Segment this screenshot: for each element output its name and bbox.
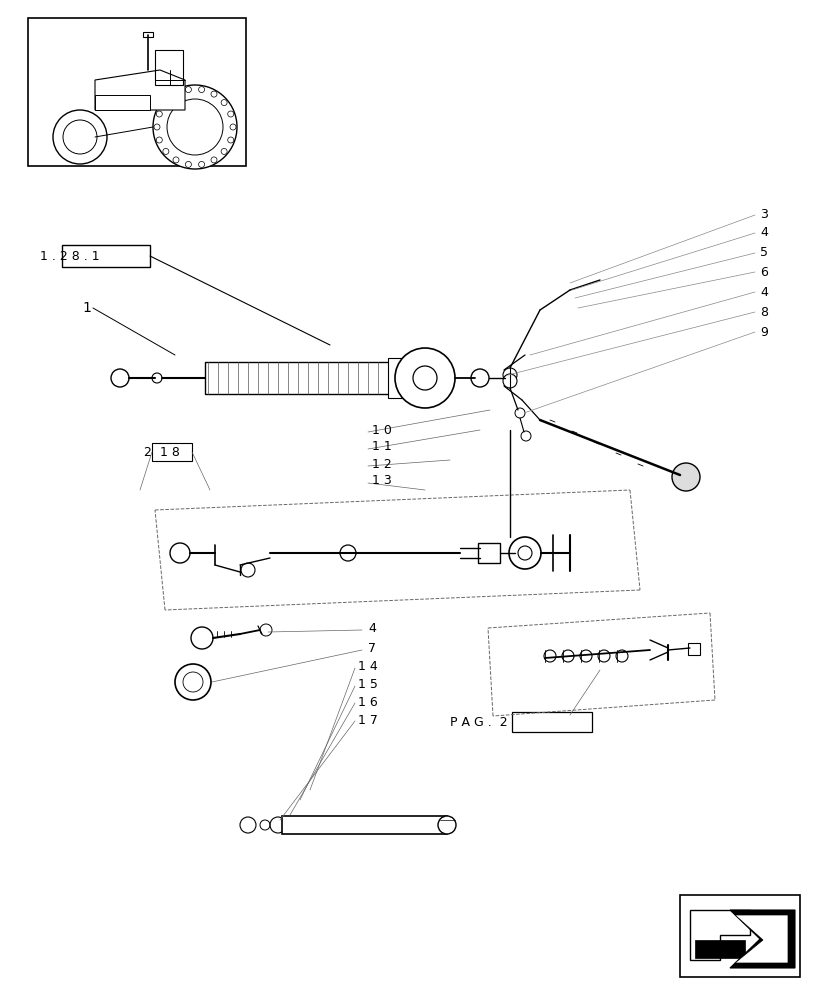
Bar [205,362,390,394]
Bar [155,50,183,85]
Circle shape [211,91,217,97]
Polygon shape [689,910,749,960]
Circle shape [562,650,573,662]
Circle shape [111,369,129,387]
Circle shape [518,546,532,560]
Text: 1 6: 1 6 [357,696,377,710]
Circle shape [221,100,227,106]
Circle shape [509,537,540,569]
Polygon shape [729,910,794,968]
Text: 1: 1 [82,301,91,315]
Circle shape [437,816,456,834]
Polygon shape [95,70,184,110]
Circle shape [471,369,489,387]
Circle shape [502,374,516,388]
Text: 1 8: 1 8 [160,446,179,460]
Circle shape [260,820,270,830]
Bar [95,95,150,110]
Circle shape [185,87,191,93]
Circle shape [394,348,455,408]
Bar [143,32,153,37]
Text: 2: 2 [143,446,151,460]
Circle shape [340,545,356,561]
Circle shape [53,110,107,164]
Text: 8: 8 [759,306,767,318]
Circle shape [173,157,179,163]
Text: 1 0: 1 0 [371,424,391,436]
Circle shape [227,111,233,117]
Text: P A G .  2: P A G . 2 [449,716,507,730]
Text: 4: 4 [367,621,375,635]
Bar [679,895,799,977]
Polygon shape [694,940,744,958]
Circle shape [167,99,222,155]
Text: 7: 7 [367,642,375,654]
Circle shape [672,463,699,491]
Text: 9: 9 [759,326,767,338]
Circle shape [240,817,256,833]
Circle shape [163,100,169,106]
Circle shape [198,87,204,93]
Bar [477,543,500,563]
Bar [511,712,591,732]
Text: 1 2: 1 2 [371,458,391,471]
Circle shape [502,368,516,382]
Circle shape [173,91,179,97]
Polygon shape [734,915,787,963]
Circle shape [221,148,227,154]
Bar [152,443,192,461]
Circle shape [413,366,437,390]
Circle shape [543,650,555,662]
Bar [388,358,402,398]
Text: 3: 3 [759,209,767,222]
Circle shape [615,650,627,662]
Circle shape [520,431,530,441]
Circle shape [154,124,160,130]
Circle shape [153,85,237,169]
Circle shape [514,408,524,418]
Text: 6: 6 [759,265,767,278]
Text: 1 . 2 8 . 1: 1 . 2 8 . 1 [40,249,99,262]
Bar [62,245,150,267]
Text: 1 3: 1 3 [371,475,391,488]
Circle shape [163,148,169,154]
Circle shape [260,624,272,636]
Circle shape [227,137,233,143]
Bar [687,643,699,655]
Circle shape [230,124,236,130]
Circle shape [63,120,97,154]
Text: 4: 4 [759,227,767,239]
Circle shape [191,627,213,649]
Text: 1 5: 1 5 [357,678,377,692]
Text: 5: 5 [759,246,767,259]
Bar [28,18,246,166]
Text: 4: 4 [759,286,767,298]
Circle shape [185,161,191,167]
Circle shape [156,111,162,117]
Circle shape [198,161,204,167]
Text: 1 7: 1 7 [357,714,377,728]
Text: 1 1: 1 1 [371,440,391,454]
Circle shape [156,137,162,143]
Bar [282,816,447,834]
Circle shape [211,157,217,163]
Circle shape [597,650,609,662]
Text: 1 4: 1 4 [357,660,377,674]
Circle shape [170,543,189,563]
Circle shape [579,650,591,662]
